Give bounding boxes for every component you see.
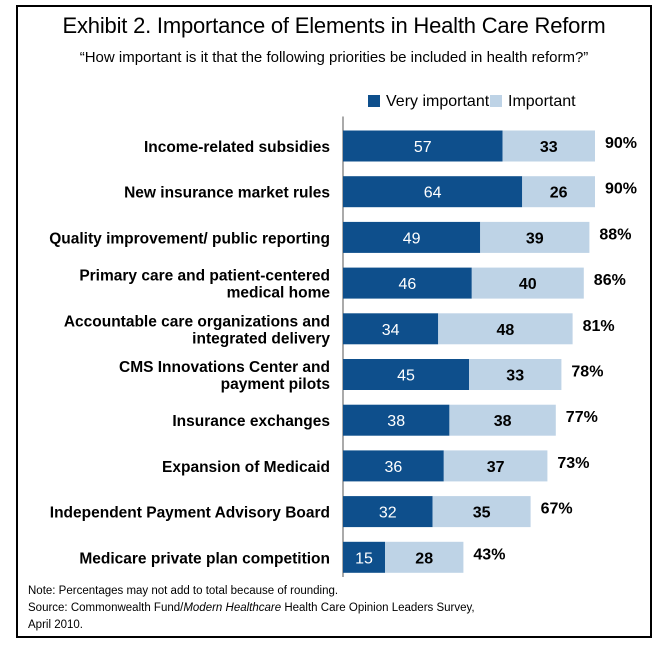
bar-value-very-important: 32 bbox=[379, 505, 397, 522]
total-label: 77% bbox=[566, 409, 598, 426]
category-label: Medicare private plan competition bbox=[79, 550, 330, 567]
category-label: payment pilots bbox=[221, 376, 330, 393]
bar-very-important bbox=[343, 359, 469, 390]
bar-value-important: 28 bbox=[415, 550, 433, 567]
category-label: Primary care and patient-centered bbox=[79, 268, 330, 285]
bar-very-important bbox=[343, 176, 523, 208]
category-label: Quality improvement/ public reporting bbox=[49, 230, 330, 247]
bar-very-important bbox=[343, 404, 450, 436]
total-label: 90% bbox=[605, 181, 637, 198]
total-label: 67% bbox=[541, 501, 573, 518]
bar-important bbox=[522, 176, 595, 208]
bar-important bbox=[502, 130, 595, 162]
bar-important bbox=[480, 221, 590, 253]
category-label: Expansion of Medicaid bbox=[162, 459, 330, 476]
rounding-note: Note: Percentages may not add to total b… bbox=[28, 585, 339, 597]
category-label: Accountable care organizations and bbox=[64, 313, 330, 330]
bar-important bbox=[469, 359, 562, 390]
bar-important bbox=[443, 450, 548, 482]
bar-very-important bbox=[343, 267, 472, 299]
bar-value-important: 38 bbox=[494, 413, 512, 430]
bar-value-very-important: 49 bbox=[403, 230, 421, 247]
chart-notes: Note: Percentages may not add to total b… bbox=[28, 583, 475, 634]
bar-value-very-important: 34 bbox=[382, 322, 400, 339]
exhibit-frame: Exhibit 2. Importance of Elements in Hea… bbox=[16, 5, 652, 638]
source-prefix: Source: Commonwealth Fund/ bbox=[28, 602, 184, 614]
category-label: medical home bbox=[227, 285, 331, 302]
category-label: integrated delivery bbox=[192, 330, 330, 347]
bar-very-important bbox=[343, 496, 433, 528]
category-label: Insurance exchanges bbox=[172, 413, 330, 430]
source-date: April 2010. bbox=[28, 619, 83, 631]
bar-very-important bbox=[343, 450, 444, 482]
bar-value-very-important: 64 bbox=[424, 185, 442, 202]
total-label: 86% bbox=[594, 272, 626, 289]
bar-value-important: 33 bbox=[506, 368, 524, 385]
bar-important bbox=[385, 541, 464, 573]
legend-label-very-important: Very important bbox=[386, 93, 490, 110]
source-publication: Modern Healthcare bbox=[183, 602, 282, 614]
category-label: Independent Payment Advisory Board bbox=[50, 505, 330, 522]
bar-value-very-important: 15 bbox=[355, 550, 373, 567]
total-label: 78% bbox=[571, 364, 603, 381]
bar-chart: Very important Important Income-related su… bbox=[49, 93, 637, 577]
bar-value-very-important: 57 bbox=[414, 139, 432, 156]
bar-value-very-important: 46 bbox=[399, 276, 417, 293]
bar-value-important: 40 bbox=[519, 276, 537, 293]
total-label: 73% bbox=[557, 455, 589, 472]
bar-value-important: 35 bbox=[473, 505, 491, 522]
bar-value-important: 33 bbox=[540, 139, 558, 156]
legend-swatch-important bbox=[490, 95, 502, 107]
bar-important bbox=[471, 267, 584, 299]
bar-very-important bbox=[343, 130, 503, 162]
total-label: 43% bbox=[473, 546, 505, 563]
bar-value-very-important: 36 bbox=[385, 459, 403, 476]
bar-value-important: 39 bbox=[526, 230, 544, 247]
bar-very-important bbox=[343, 221, 481, 253]
bar-important bbox=[449, 404, 556, 436]
bar-very-important bbox=[343, 541, 385, 573]
legend-label-important: Important bbox=[508, 93, 576, 110]
bar-value-important: 48 bbox=[497, 322, 515, 339]
total-label: 81% bbox=[583, 318, 615, 335]
bar-important bbox=[438, 313, 573, 345]
bar-very-important bbox=[343, 313, 439, 345]
category-label: CMS Innovations Center and bbox=[119, 359, 330, 376]
chart-subtitle: “How important is it that the following … bbox=[79, 49, 589, 66]
total-label: 88% bbox=[599, 226, 631, 243]
source-suffix: Health Care Opinion Leaders Survey, bbox=[281, 602, 475, 614]
bar-value-very-important: 45 bbox=[397, 368, 415, 385]
total-label: 90% bbox=[605, 135, 637, 152]
category-label: Income-related subsidies bbox=[144, 139, 330, 156]
bar-important bbox=[432, 496, 531, 528]
source-note: Source: Commonwealth Fund/Modern Healthc… bbox=[28, 600, 475, 617]
category-label: New insurance market rules bbox=[124, 185, 330, 202]
bar-value-important: 37 bbox=[487, 459, 505, 476]
legend-swatch-very-important bbox=[368, 95, 380, 107]
bar-value-very-important: 38 bbox=[387, 413, 405, 430]
chart-title: Exhibit 2. Importance of Elements in Hea… bbox=[62, 13, 606, 38]
bar-value-important: 26 bbox=[550, 185, 568, 202]
